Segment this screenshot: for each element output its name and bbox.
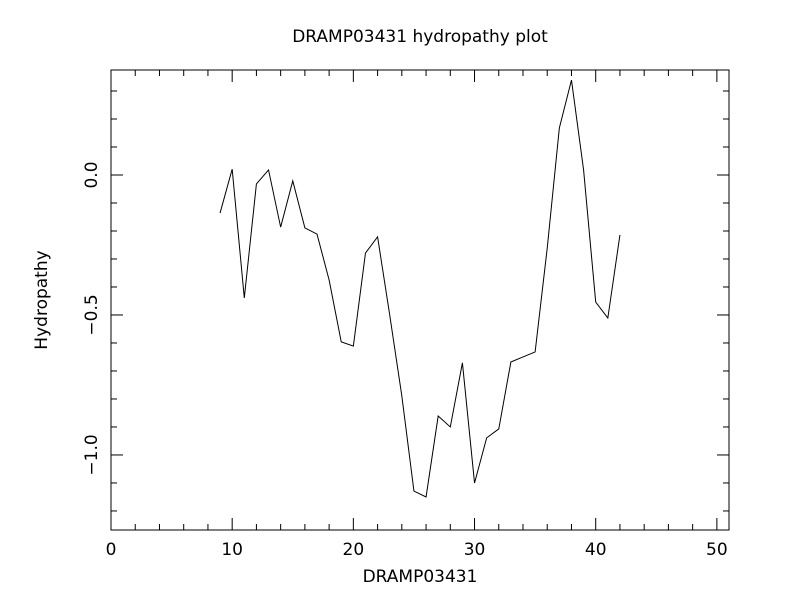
- y-tick-label: 0.0: [82, 161, 102, 188]
- x-tick-label: 50: [706, 540, 728, 560]
- x-tick-label: 20: [343, 540, 365, 560]
- chart-title: DRAMP03431 hydropathy plot: [292, 27, 548, 47]
- x-axis-label: DRAMP03431: [363, 567, 478, 587]
- plot-frame: [110, 69, 730, 531]
- x-tick-label: 40: [585, 540, 607, 560]
- x-tick-label: 0: [106, 540, 117, 560]
- x-tick-label: 10: [221, 540, 243, 560]
- y-axis-label: Hydropathy: [32, 250, 52, 349]
- y-tick-label: −0.5: [82, 294, 102, 335]
- data-line: [219, 79, 621, 498]
- y-tick-label: −1.0: [82, 434, 102, 475]
- x-tick-label: 30: [464, 540, 486, 560]
